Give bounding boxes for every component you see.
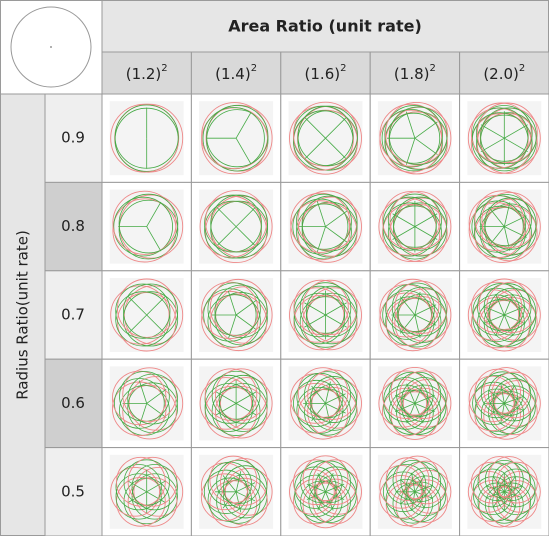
header-title: Area Ratio (unit rate) — [228, 17, 422, 36]
column-header-base: (1.4) — [215, 65, 251, 83]
column-header-base: (1.2) — [126, 65, 162, 83]
row-label: 0.6 — [61, 394, 85, 412]
column-header-base: (2.0) — [483, 65, 519, 83]
column-header-exponent: 2 — [251, 63, 257, 74]
row-label: 0.9 — [61, 129, 85, 147]
column-header-base: (1.8) — [394, 65, 430, 83]
row-header-title: Radius Ratio(unit rate) — [14, 230, 32, 400]
column-header-base: (1.6) — [305, 65, 341, 83]
column-header-exponent: 2 — [519, 63, 525, 74]
column-header-exponent: 2 — [340, 63, 346, 74]
row-label: 0.5 — [61, 482, 85, 500]
column-header-exponent: 2 — [161, 63, 167, 74]
column-header-exponent: 2 — [429, 63, 435, 74]
row-label: 0.7 — [61, 306, 85, 324]
circle-pattern — [468, 279, 540, 351]
row-label: 0.8 — [61, 217, 85, 235]
figure-table: Area Ratio (unit rate) Radius Ratio(unit… — [0, 0, 549, 536]
corner-center — [50, 46, 52, 48]
